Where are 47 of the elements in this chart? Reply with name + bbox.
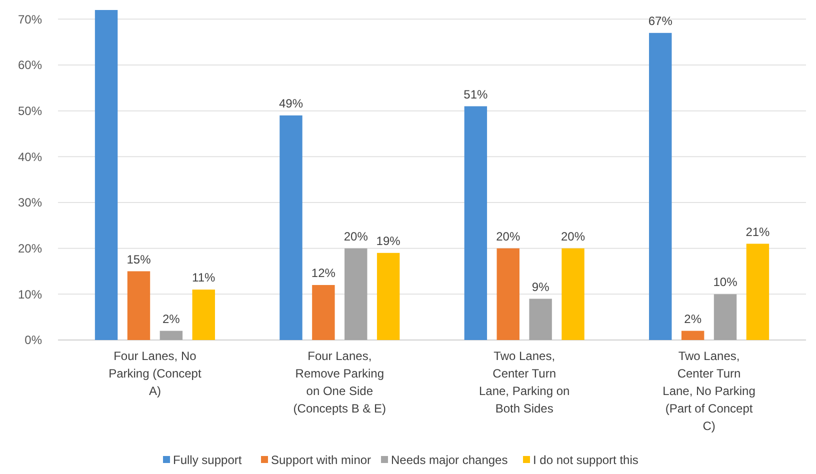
x-tick-label: Four Lanes, Remove Parking on One Side (Concepts B & E) bbox=[293, 349, 386, 416]
y-tick-label: 60% bbox=[18, 58, 42, 72]
bar bbox=[312, 285, 335, 340]
bar bbox=[562, 248, 584, 340]
y-tick-label: 30% bbox=[18, 196, 42, 210]
legend-label: Fully support bbox=[173, 453, 242, 467]
y-tick-label: 20% bbox=[18, 242, 42, 256]
bar bbox=[496, 248, 520, 340]
data-label: 11% bbox=[192, 270, 216, 285]
data-label: 21% bbox=[746, 224, 770, 239]
bar bbox=[529, 298, 552, 340]
y-tick-label: 40% bbox=[18, 150, 42, 164]
bar bbox=[649, 32, 672, 340]
bar bbox=[464, 106, 488, 340]
data-label: 67% bbox=[648, 14, 673, 28]
bar bbox=[280, 115, 302, 340]
legend-label: Support with minor bbox=[271, 453, 372, 467]
x-tick-label: Two Lanes, Center Turn Lane, Parking on Both Sides bbox=[478, 349, 570, 416]
data-label: 20% bbox=[561, 229, 586, 244]
x-tick-label: Four Lanes, No Parking (Concept A) bbox=[108, 349, 202, 398]
data-label: 19% bbox=[376, 234, 401, 248]
data-label: 49% bbox=[278, 96, 304, 110]
data-label: 2% bbox=[162, 312, 180, 326]
bar bbox=[681, 330, 704, 340]
bar bbox=[192, 290, 215, 340]
data-label: 2% bbox=[684, 312, 702, 326]
y-tick-label: 0% bbox=[24, 333, 42, 348]
legend-label: Needs major changes bbox=[391, 453, 508, 467]
y-tick-label: 50% bbox=[18, 104, 42, 118]
data-label: 20% bbox=[496, 229, 520, 244]
bar bbox=[746, 244, 770, 340]
y-tick-label: 10% bbox=[18, 287, 42, 302]
bar bbox=[127, 271, 150, 340]
data-label: 15% bbox=[126, 252, 152, 266]
bar bbox=[94, 10, 118, 340]
y-tick-label: 70% bbox=[18, 12, 42, 26]
data-label: 51% bbox=[464, 87, 488, 102]
bar bbox=[344, 248, 368, 340]
data-label: 9% bbox=[532, 280, 550, 294]
bar bbox=[160, 330, 183, 340]
bar bbox=[376, 252, 400, 340]
legend-label: I do not support this bbox=[533, 453, 638, 467]
data-label: 12% bbox=[311, 266, 336, 280]
data-label: 10% bbox=[713, 275, 738, 290]
x-tick-label: Two Lanes, Center Turn Lane, No Parking (Part of Concept C) bbox=[662, 349, 756, 433]
data-label: 20% bbox=[344, 229, 368, 244]
bar bbox=[714, 294, 737, 340]
